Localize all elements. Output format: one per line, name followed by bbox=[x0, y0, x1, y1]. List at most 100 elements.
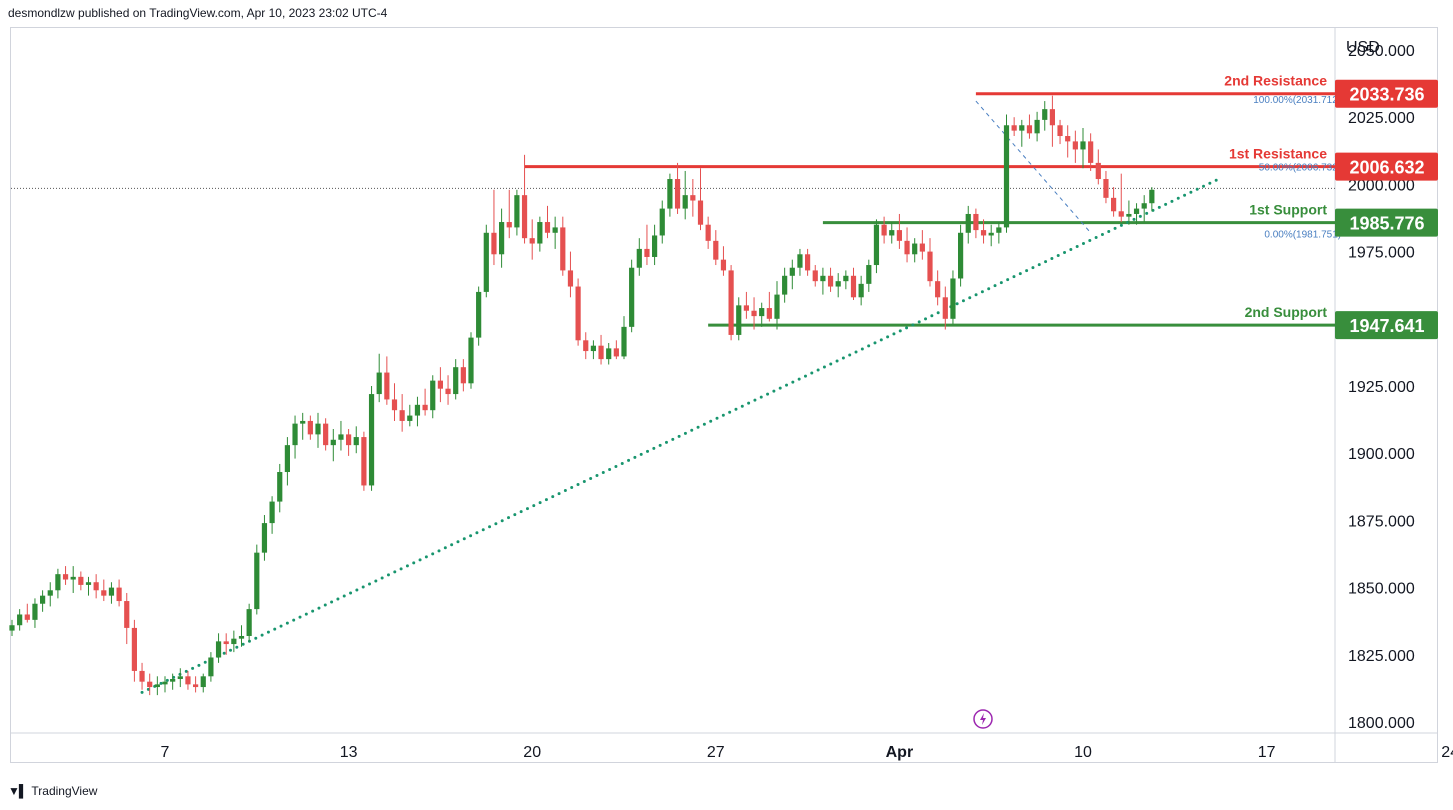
candle-body bbox=[552, 227, 558, 233]
level-name-label: 1st Support bbox=[1249, 202, 1327, 218]
label-layer: 2nd Resistance 2033.736 1st Resistance 2006… bbox=[973, 73, 1438, 729]
candle-body bbox=[889, 230, 895, 236]
candle-body bbox=[468, 337, 474, 384]
level-layer bbox=[524, 92, 1335, 327]
price-tick-label: 1975.000 bbox=[1348, 245, 1415, 262]
candle-body bbox=[667, 179, 673, 209]
candle-body bbox=[881, 224, 887, 236]
candle-body bbox=[782, 275, 788, 295]
candle-body bbox=[185, 676, 191, 685]
candle-body bbox=[705, 224, 711, 241]
candle-body bbox=[697, 200, 704, 225]
candle-body bbox=[690, 195, 696, 201]
candle-body bbox=[460, 367, 466, 384]
candle-body bbox=[315, 423, 321, 435]
candle-body bbox=[942, 297, 948, 319]
price-tick-label: 1925.000 bbox=[1348, 379, 1415, 396]
date-tick-label: 10 bbox=[1074, 744, 1092, 761]
price-tick-label: 1800.000 bbox=[1348, 715, 1415, 732]
candle-body bbox=[652, 235, 658, 257]
candle-body bbox=[835, 281, 841, 287]
candle-body bbox=[124, 601, 130, 628]
candle-body bbox=[361, 437, 367, 486]
candle-body bbox=[1003, 125, 1010, 228]
candle-body bbox=[162, 681, 168, 685]
candle-body bbox=[544, 222, 551, 233]
lightning-glyph bbox=[980, 713, 986, 725]
level-price-badge bbox=[1335, 152, 1438, 181]
candle-body bbox=[17, 614, 23, 626]
price-tick-label: 1825.000 bbox=[1348, 648, 1415, 665]
candle-body bbox=[170, 678, 176, 682]
candle-body bbox=[483, 232, 489, 292]
candle-body bbox=[323, 423, 329, 446]
candle-body bbox=[223, 641, 229, 645]
date-tick-label: 7 bbox=[161, 744, 170, 761]
date-tick-label: 17 bbox=[1258, 744, 1276, 761]
candle-body bbox=[927, 251, 933, 282]
candle-body bbox=[177, 676, 183, 679]
candle-body bbox=[300, 420, 306, 424]
price-tick-label: 2000.000 bbox=[1348, 177, 1415, 194]
candle-body bbox=[353, 437, 359, 446]
candle-body bbox=[988, 232, 994, 236]
candle-body bbox=[193, 684, 199, 688]
candle-body bbox=[231, 638, 237, 645]
fib-level-label: 50.00%(2006.732) bbox=[1259, 162, 1341, 173]
candle-body bbox=[766, 308, 772, 319]
candle-body bbox=[430, 380, 436, 411]
footer: ▼▌ TradingView bbox=[8, 784, 97, 798]
candle-body bbox=[85, 582, 92, 585]
candle-body bbox=[139, 670, 145, 682]
candle-layer bbox=[9, 95, 1155, 696]
candle-body bbox=[958, 232, 964, 279]
level-name-label: 2nd Support bbox=[1245, 304, 1328, 320]
candle-body bbox=[935, 281, 941, 298]
level-price-badge bbox=[1335, 208, 1438, 237]
level-price-badge bbox=[1335, 79, 1438, 108]
candle-body bbox=[491, 232, 497, 255]
candle-body bbox=[215, 641, 222, 658]
candle-body bbox=[583, 340, 589, 352]
date-tick-label: 13 bbox=[340, 744, 358, 761]
level-price-value: 2033.736 bbox=[1349, 85, 1424, 105]
candle-body bbox=[896, 230, 902, 241]
candle-body bbox=[1088, 141, 1094, 163]
candle-body bbox=[506, 222, 512, 228]
candle-body bbox=[682, 195, 688, 209]
chart-frame bbox=[10, 27, 1438, 763]
candle-body bbox=[996, 227, 1002, 233]
candle-body bbox=[376, 372, 382, 395]
candle-body bbox=[774, 294, 780, 319]
candle-body bbox=[873, 224, 880, 266]
candle-body bbox=[1133, 208, 1140, 214]
candle-body bbox=[728, 270, 734, 335]
candle-body bbox=[208, 657, 214, 677]
candle-body bbox=[858, 283, 864, 298]
candle-body bbox=[1019, 125, 1025, 131]
candle-body bbox=[713, 240, 719, 260]
candle-body bbox=[720, 259, 727, 271]
lightning-icon bbox=[973, 709, 993, 729]
candle-body bbox=[307, 420, 313, 435]
candle-body bbox=[246, 609, 252, 636]
candle-body bbox=[284, 445, 290, 473]
candle-body bbox=[1141, 203, 1147, 209]
level-price-value: 2006.632 bbox=[1349, 158, 1424, 178]
footer-brand: TradingView bbox=[31, 784, 98, 798]
price-tick-label: 1900.000 bbox=[1348, 446, 1415, 463]
candle-body bbox=[743, 305, 749, 311]
candle-body bbox=[1011, 125, 1017, 131]
candle-body bbox=[965, 213, 971, 233]
candle-body bbox=[1149, 189, 1155, 204]
candle-body bbox=[499, 222, 505, 255]
candle-body bbox=[1042, 109, 1048, 120]
grid-layer bbox=[11, 28, 1437, 762]
candle-body bbox=[973, 213, 979, 231]
candle-body bbox=[55, 574, 61, 591]
candle-body bbox=[1095, 162, 1101, 180]
candle-body bbox=[567, 270, 574, 287]
candle-body bbox=[621, 326, 627, 357]
candle-body bbox=[62, 574, 69, 580]
